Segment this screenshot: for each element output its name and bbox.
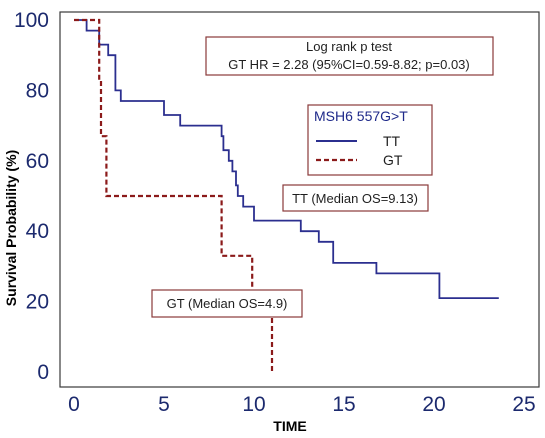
- series-line-tt: [74, 19, 499, 299]
- x-axis-title: TIME: [273, 418, 306, 434]
- legend-label-tt: TT: [383, 133, 401, 149]
- log-rank-title: Log rank p test: [306, 39, 392, 54]
- x-tick-label: 5: [158, 393, 170, 416]
- x-tick-label: 20: [422, 393, 445, 416]
- series-layer: [74, 18, 499, 372]
- tt-median-box: [282, 184, 429, 212]
- hazard-ratio-text: GT HR = 2.28 (95%CI=0.59-8.82; p=0.03): [228, 57, 469, 72]
- log-rank-annotation: Log rank p test GT HR = 2.28 (95%CI=0.59…: [205, 36, 494, 76]
- x-tick-label: 10: [242, 393, 265, 416]
- x-tick-label: 25: [512, 393, 535, 416]
- y-tick-label: 20: [26, 291, 49, 314]
- legend: MSH6 557G>T TT GT: [307, 104, 433, 176]
- y-tick-label: 80: [26, 79, 49, 102]
- y-tick-label: 60: [26, 150, 49, 173]
- y-tick-label: 0: [37, 361, 49, 384]
- y-tick-label: 100: [14, 9, 49, 32]
- tt-median-annotation: TT (Median OS=9.13): [282, 184, 429, 212]
- tick-layer: 0 5 10 15 20 25 0 20 40 60 80 100: [14, 9, 536, 416]
- y-axis-title: Survival Probability (%): [3, 150, 19, 306]
- log-rank-box: [205, 36, 494, 76]
- x-tick-label: 15: [332, 393, 355, 416]
- gt-median-box: [151, 289, 303, 318]
- tt-median-text: TT (Median OS=9.13): [292, 191, 418, 206]
- gt-median-annotation: GT (Median OS=4.9): [151, 289, 303, 318]
- legend-title: MSH6 557G>T: [314, 108, 408, 124]
- y-tick-label: 40: [26, 220, 49, 243]
- gt-median-text: GT (Median OS=4.9): [167, 296, 288, 311]
- x-tick-label: 0: [68, 393, 80, 416]
- series-line-gt: [74, 18, 274, 372]
- legend-label-gt: GT: [383, 152, 403, 168]
- plot-frame: [59, 11, 540, 388]
